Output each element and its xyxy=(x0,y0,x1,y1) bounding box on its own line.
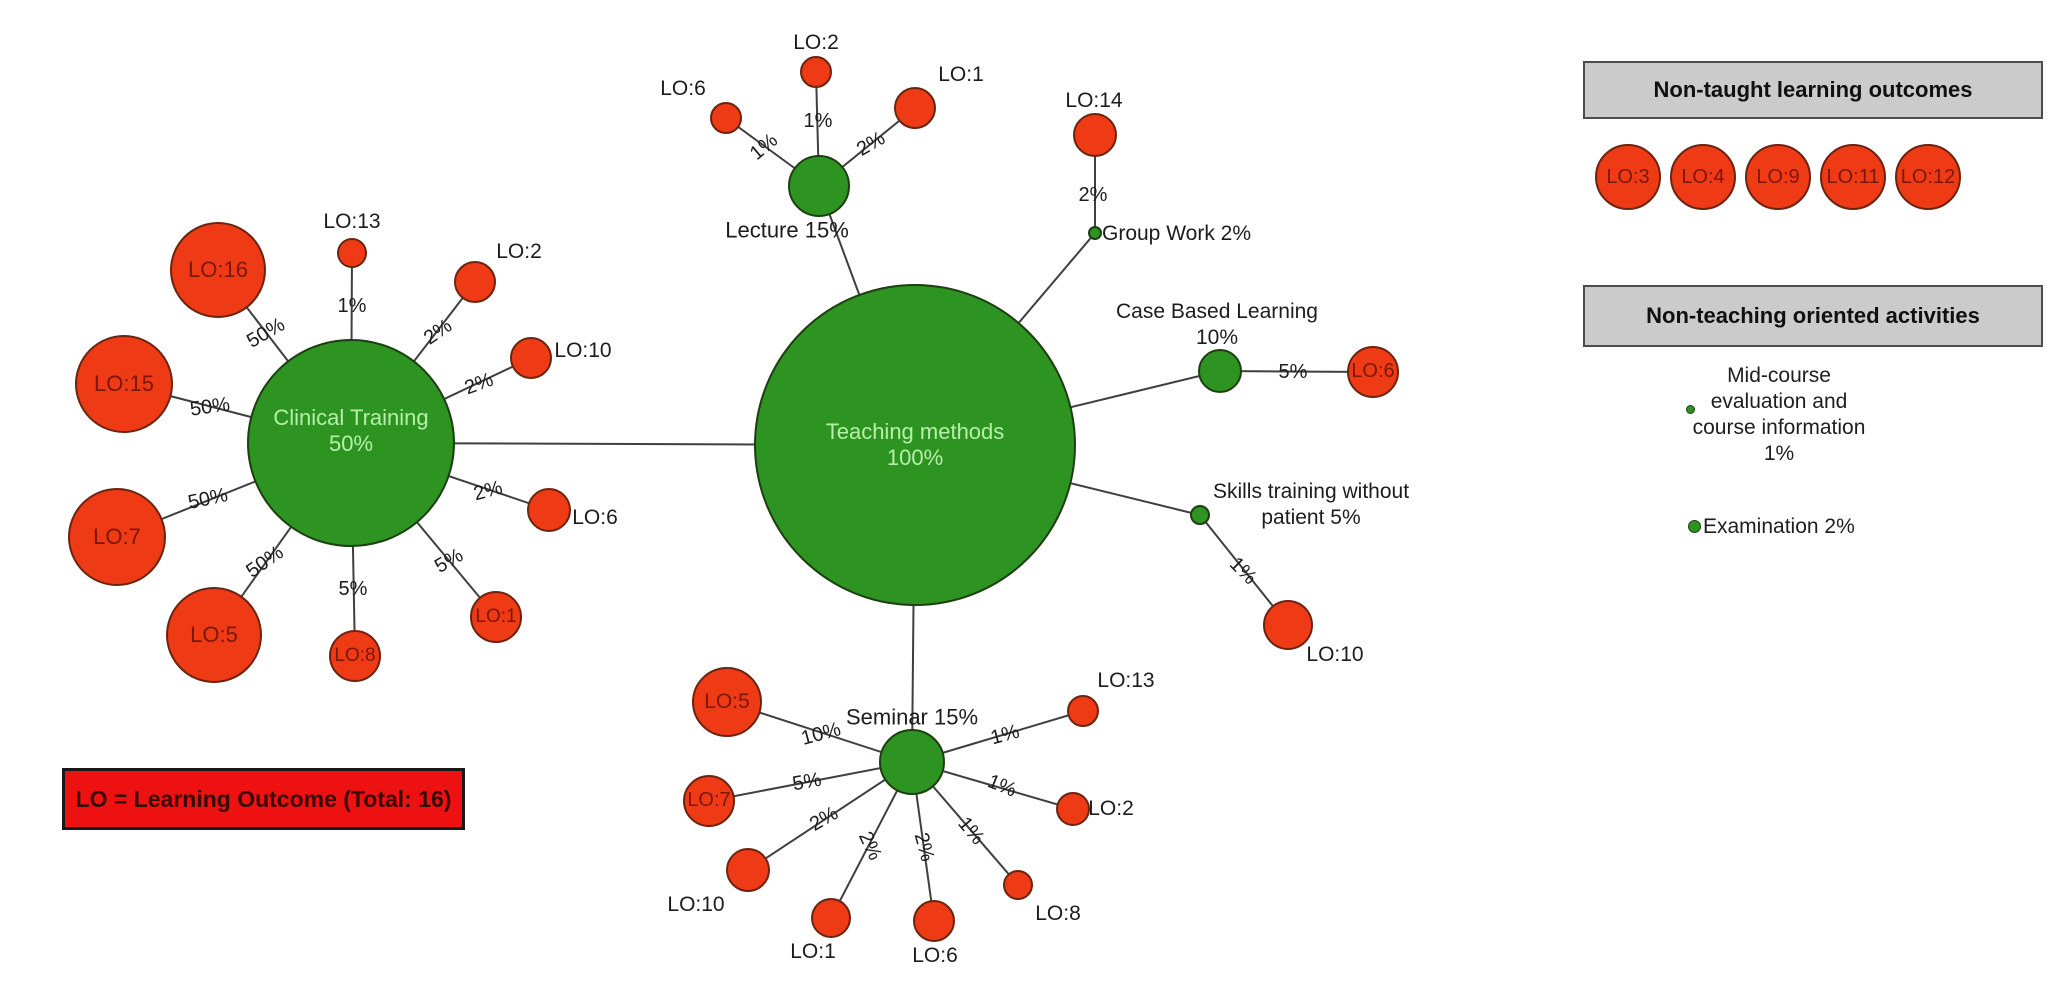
node-s_lo7: LO:7 xyxy=(683,775,735,827)
node-g_lo14 xyxy=(1073,113,1117,157)
node-c_lo15: LO:15 xyxy=(75,335,173,433)
node-c_lo13 xyxy=(337,238,367,268)
non-taught-outcome-circle: LO:3 xyxy=(1595,144,1661,210)
non-taught-header: Non-taught learning outcomes xyxy=(1583,61,2043,119)
node-s_lo10 xyxy=(726,848,770,892)
node-clinical: Clinical Training 50% xyxy=(247,339,455,547)
edge-pct-clinical-c_lo8: 5% xyxy=(338,578,368,600)
node-c_lo8: LO:8 xyxy=(329,630,381,682)
node-skills xyxy=(1190,505,1210,525)
node-label-clinical: Clinical Training 50% xyxy=(273,405,429,456)
node-label-c_lo15: LO:15 xyxy=(94,371,154,397)
node-label-s_lo1: LO:1 xyxy=(790,939,836,963)
node-s_lo5: LO:5 xyxy=(692,667,762,737)
edge-pct-case-cb_lo6: 5% xyxy=(1278,361,1308,383)
node-c_lo10 xyxy=(510,337,552,379)
node-label-c_lo2: LO:2 xyxy=(496,239,542,263)
edge-pct-clinical-c_lo13: 1% xyxy=(337,295,367,317)
node-label-sk_lo10: LO:10 xyxy=(1306,642,1364,666)
node-label-s_lo13: LO:13 xyxy=(1097,668,1155,692)
node-label-cb_lo6: LO:6 xyxy=(1351,360,1395,383)
node-cb_lo6: LO:6 xyxy=(1347,346,1399,398)
node-s_lo6 xyxy=(913,900,955,942)
node-label-c_lo7: LO:7 xyxy=(93,524,141,550)
node-group xyxy=(1088,226,1102,240)
node-sk_lo10 xyxy=(1263,600,1313,650)
node-label-l_lo6: LO:6 xyxy=(660,76,706,100)
node-label-c_lo6: LO:6 xyxy=(572,505,618,529)
node-l_lo2 xyxy=(800,56,832,88)
edge-seminar-s_lo7 xyxy=(708,761,913,802)
edge-pct-clinical-c_lo15: 50% xyxy=(188,393,232,421)
examination-label: Examination 2% xyxy=(1703,515,1855,538)
node-case xyxy=(1198,349,1242,393)
edge-pct-lecture-l_lo2: 1% xyxy=(803,110,833,132)
node-label-s_lo2: LO:2 xyxy=(1088,796,1134,820)
node-label-s_lo10: LO:10 xyxy=(667,892,725,916)
non-taught-outcome-circle: LO:11 xyxy=(1820,144,1886,210)
non-taught-outcome-circle: LO:9 xyxy=(1745,144,1811,210)
node-c_lo6 xyxy=(527,488,571,532)
node-l_lo1 xyxy=(894,87,936,129)
node-label-l_lo2: LO:2 xyxy=(793,30,839,54)
node-label-c_lo16: LO:16 xyxy=(188,257,248,283)
node-label-g_lo14: LO:14 xyxy=(1065,88,1123,112)
node-label-s_lo8: LO:8 xyxy=(1035,901,1081,925)
node-label-group: Group Work 2% xyxy=(1102,221,1251,245)
mid-course-dot xyxy=(1686,405,1695,414)
non-taught-outcomes-row: LO:3 LO:4 LO:9 LO:11 LO:12 xyxy=(1595,144,1961,210)
node-label-skills: Skills training without patient 5% xyxy=(1212,479,1410,529)
node-label-s_lo6: LO:6 xyxy=(912,943,958,967)
node-lecture xyxy=(788,155,850,217)
node-label-teaching: Teaching methods 100% xyxy=(825,419,1005,470)
node-c_lo5: LO:5 xyxy=(166,587,262,683)
node-c_lo1: LO:1 xyxy=(470,591,522,643)
node-label-c_lo13: LO:13 xyxy=(323,209,381,233)
node-s_lo2 xyxy=(1056,792,1090,826)
non-taught-outcome-circle: LO:12 xyxy=(1895,144,1961,210)
mid-course-label: Mid-course evaluation and course informa… xyxy=(1692,364,1866,465)
node-c_lo2 xyxy=(454,261,496,303)
lo-legend-box: LO = Learning Outcome (Total: 16) xyxy=(62,768,465,830)
node-label-s_lo5: LO:5 xyxy=(704,689,750,713)
node-label-case: Case Based Learning 10% xyxy=(1116,299,1318,349)
node-label-c_lo8: LO:8 xyxy=(334,644,376,666)
node-c_lo7: LO:7 xyxy=(68,488,166,586)
non-taught-outcome-circle: LO:4 xyxy=(1670,144,1736,210)
node-label-l_lo1: LO:1 xyxy=(938,62,984,86)
node-seminar xyxy=(879,729,945,795)
node-c_lo16: LO:16 xyxy=(170,222,266,318)
examination-dot xyxy=(1688,520,1701,533)
node-label-lecture: Lecture 15% xyxy=(725,217,849,243)
node-label-seminar: Seminar 15% xyxy=(845,704,979,730)
edge-pct-group-g_lo14: 2% xyxy=(1078,184,1108,206)
node-label-s_lo7: LO:7 xyxy=(687,789,731,812)
node-s_lo8 xyxy=(1003,870,1033,900)
node-l_lo6 xyxy=(710,102,742,134)
node-label-c_lo5: LO:5 xyxy=(190,622,238,648)
edge-pct-seminar-s_lo7: 5% xyxy=(790,768,824,796)
non-teaching-header: Non-teaching oriented activities xyxy=(1583,285,2043,347)
node-s_lo13 xyxy=(1067,695,1099,727)
node-s_lo1 xyxy=(811,898,851,938)
node-label-c_lo1: LO:1 xyxy=(475,605,517,627)
node-teaching: Teaching methods 100% xyxy=(754,284,1076,606)
node-label-c_lo10: LO:10 xyxy=(554,338,612,362)
